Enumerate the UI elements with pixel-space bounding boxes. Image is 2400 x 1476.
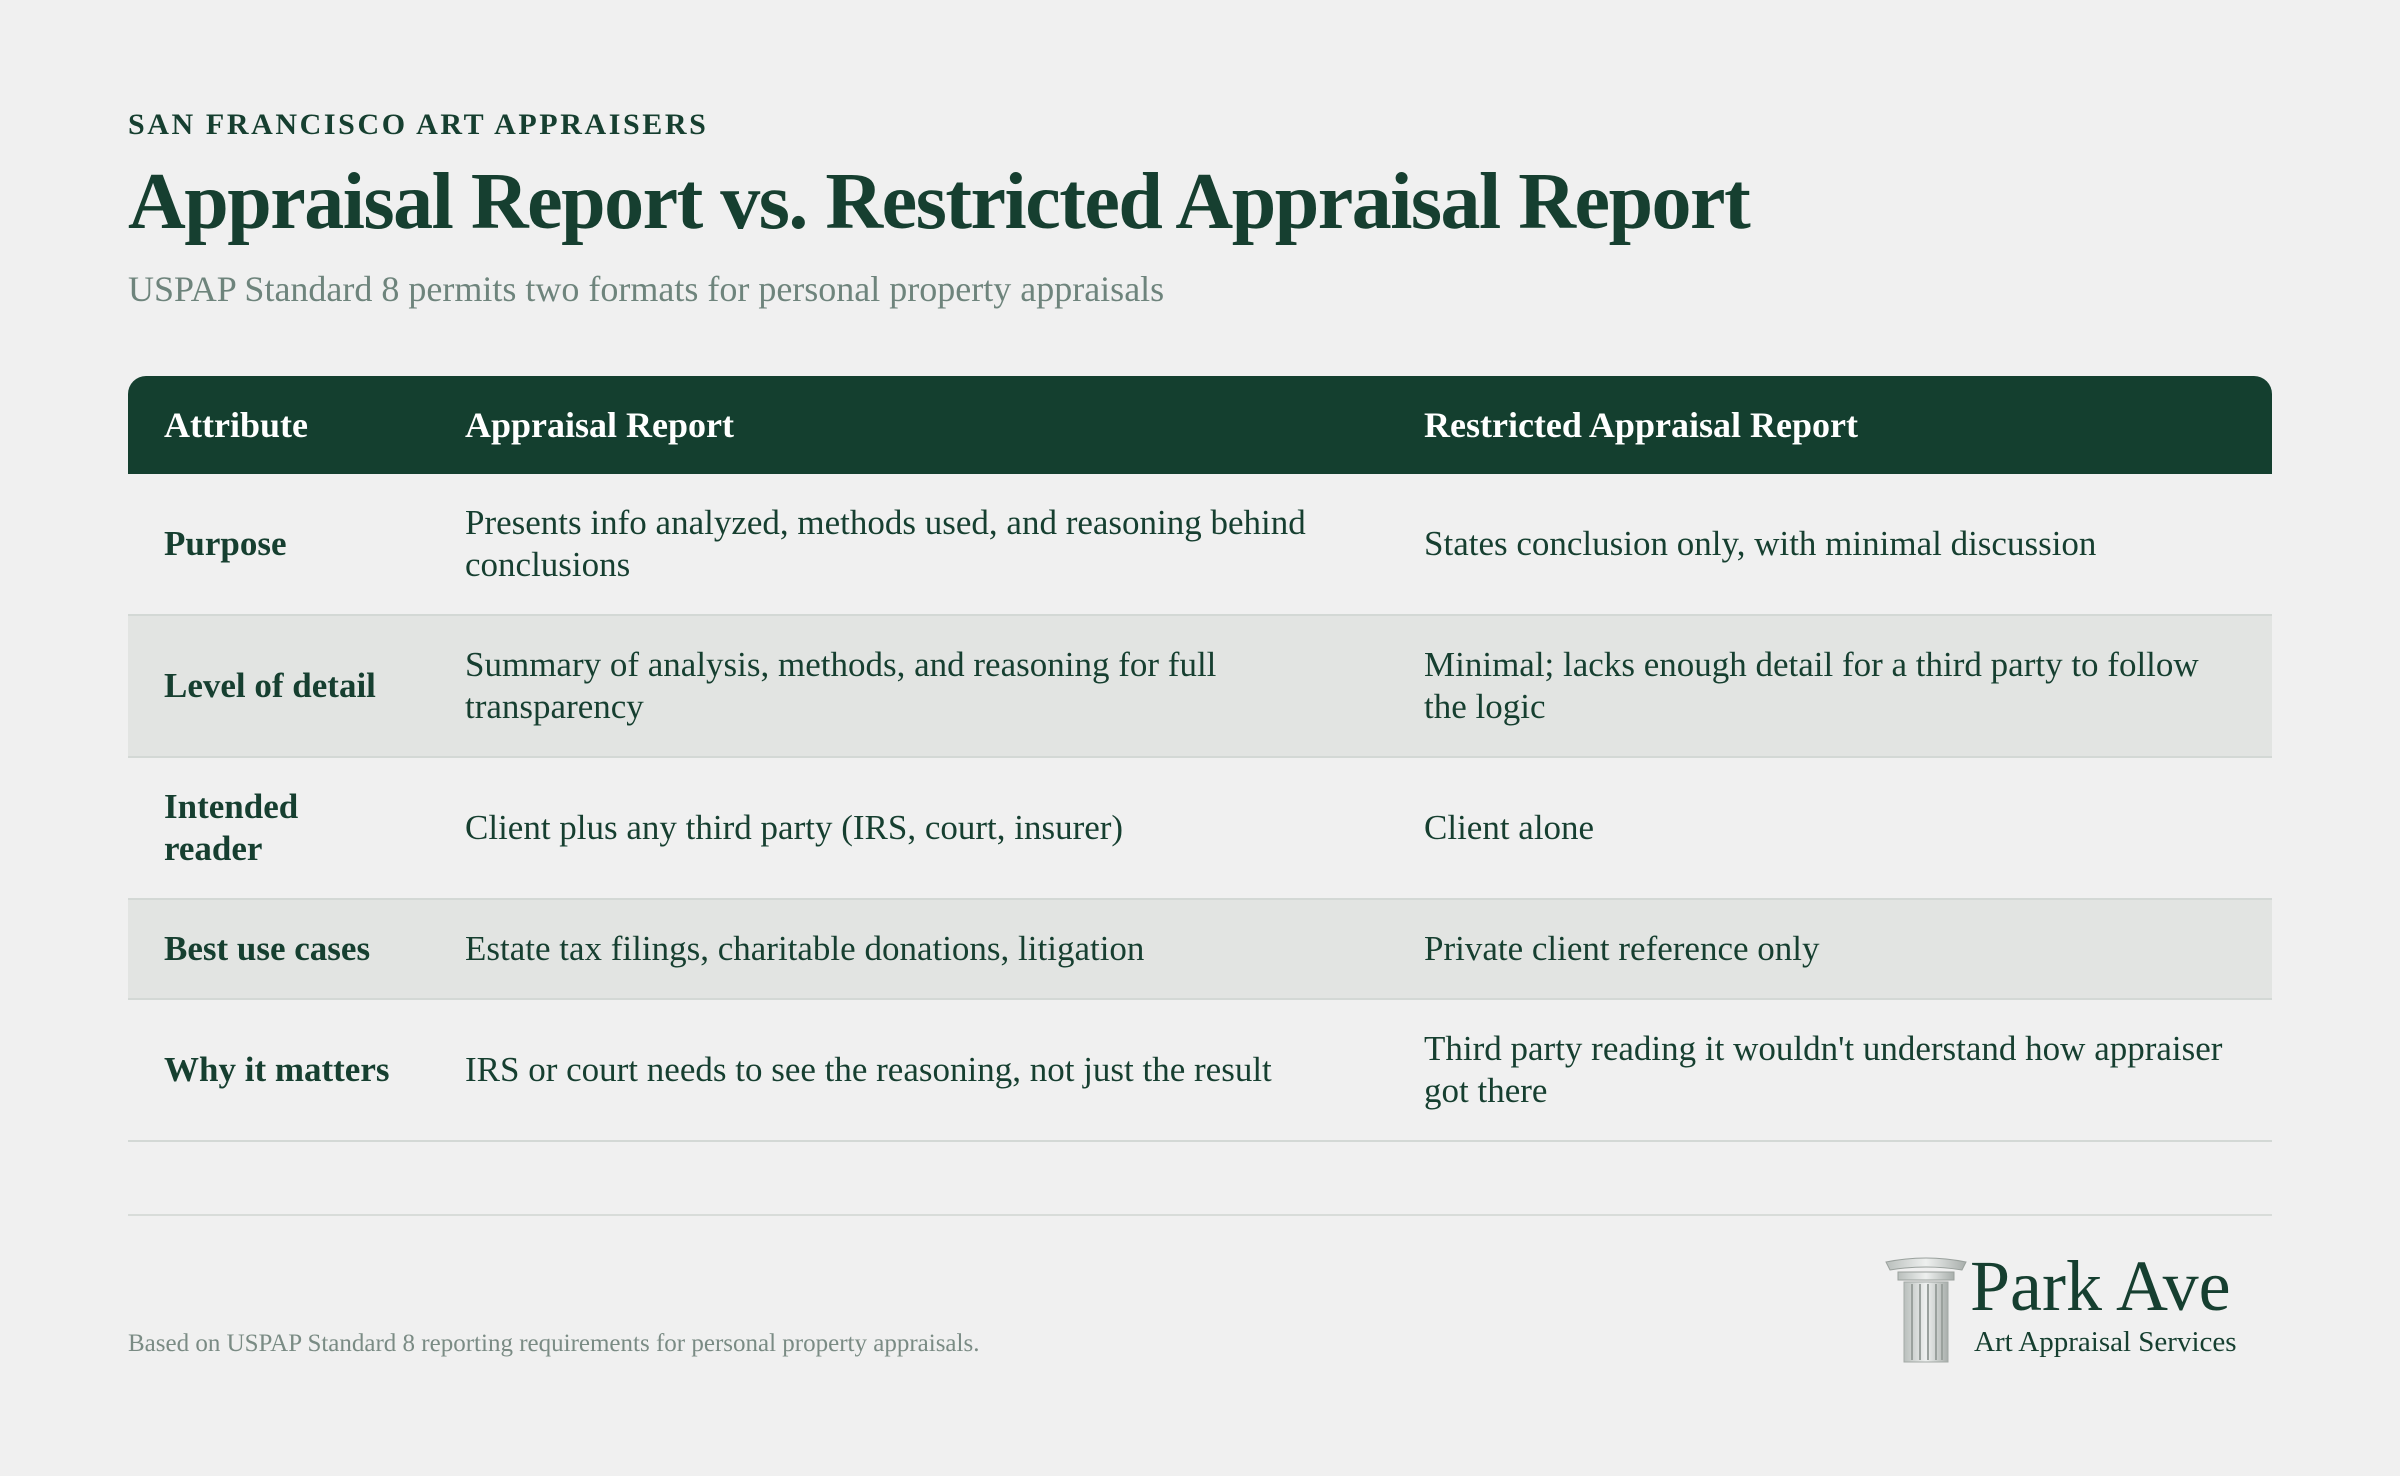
row-attribute: Best use cases xyxy=(128,899,429,1000)
row-restricted-value: Third party reading it wouldn't understa… xyxy=(1388,999,2272,1142)
comparison-table: Attribute Appraisal Report Restricted Ap… xyxy=(128,376,2272,1142)
row-restricted-value: Private client reference only xyxy=(1388,899,2272,1000)
table-row: Level of detail Summary of analysis, met… xyxy=(128,615,2272,758)
row-attribute: Purpose xyxy=(128,474,429,616)
logo-name: Park Ave xyxy=(1970,1246,2231,1326)
table-row: Best use cases Estate tax filings, chari… xyxy=(128,899,2272,1000)
row-appraisal-value: Estate tax filings, charitable donations… xyxy=(429,899,1388,1000)
column-header-attribute: Attribute xyxy=(164,405,308,445)
row-attribute: Intended reader xyxy=(128,757,429,900)
page-subtitle: USPAP Standard 8 permits two formats for… xyxy=(128,269,1165,309)
column-header-restricted-report: Restricted Appraisal Report xyxy=(1424,405,1858,445)
row-restricted-value: Client alone xyxy=(1388,757,2272,900)
table-row: Why it matters IRS or court needs to see… xyxy=(128,999,2272,1142)
column-header-appraisal-report: Appraisal Report xyxy=(465,405,734,445)
table-row: Intended reader Client plus any third pa… xyxy=(128,757,2272,900)
row-appraisal-value: IRS or court needs to see the reasoning,… xyxy=(429,999,1388,1142)
footer-divider xyxy=(128,1214,2272,1216)
page-title: Appraisal Report vs. Restricted Appraisa… xyxy=(128,158,1751,246)
table-header-row: Attribute Appraisal Report Restricted Ap… xyxy=(128,376,2272,474)
table-row: Purpose Presents info analyzed, methods … xyxy=(128,474,2272,616)
row-attribute: Why it matters xyxy=(128,999,429,1142)
row-appraisal-value: Summary of analysis, methods, and reason… xyxy=(429,615,1388,758)
logo-tagline: Art Appraisal Services xyxy=(1974,1326,2237,1358)
row-restricted-value: States conclusion only, with minimal dis… xyxy=(1388,474,2272,616)
column-icon xyxy=(1885,1257,1967,1363)
row-attribute: Level of detail xyxy=(128,615,429,758)
row-appraisal-value: Presents info analyzed, methods used, an… xyxy=(429,474,1388,616)
row-restricted-value: Minimal; lacks enough detail for a third… xyxy=(1388,615,2272,758)
footnote: Based on USPAP Standard 8 reporting requ… xyxy=(128,1330,980,1357)
company-logo: Park Ave Art Appraisal Services xyxy=(1884,1250,2264,1370)
organization-label: SAN FRANCISCO ART APPRAISERS xyxy=(128,108,709,141)
row-appraisal-value: Client plus any third party (IRS, court,… xyxy=(429,757,1388,900)
